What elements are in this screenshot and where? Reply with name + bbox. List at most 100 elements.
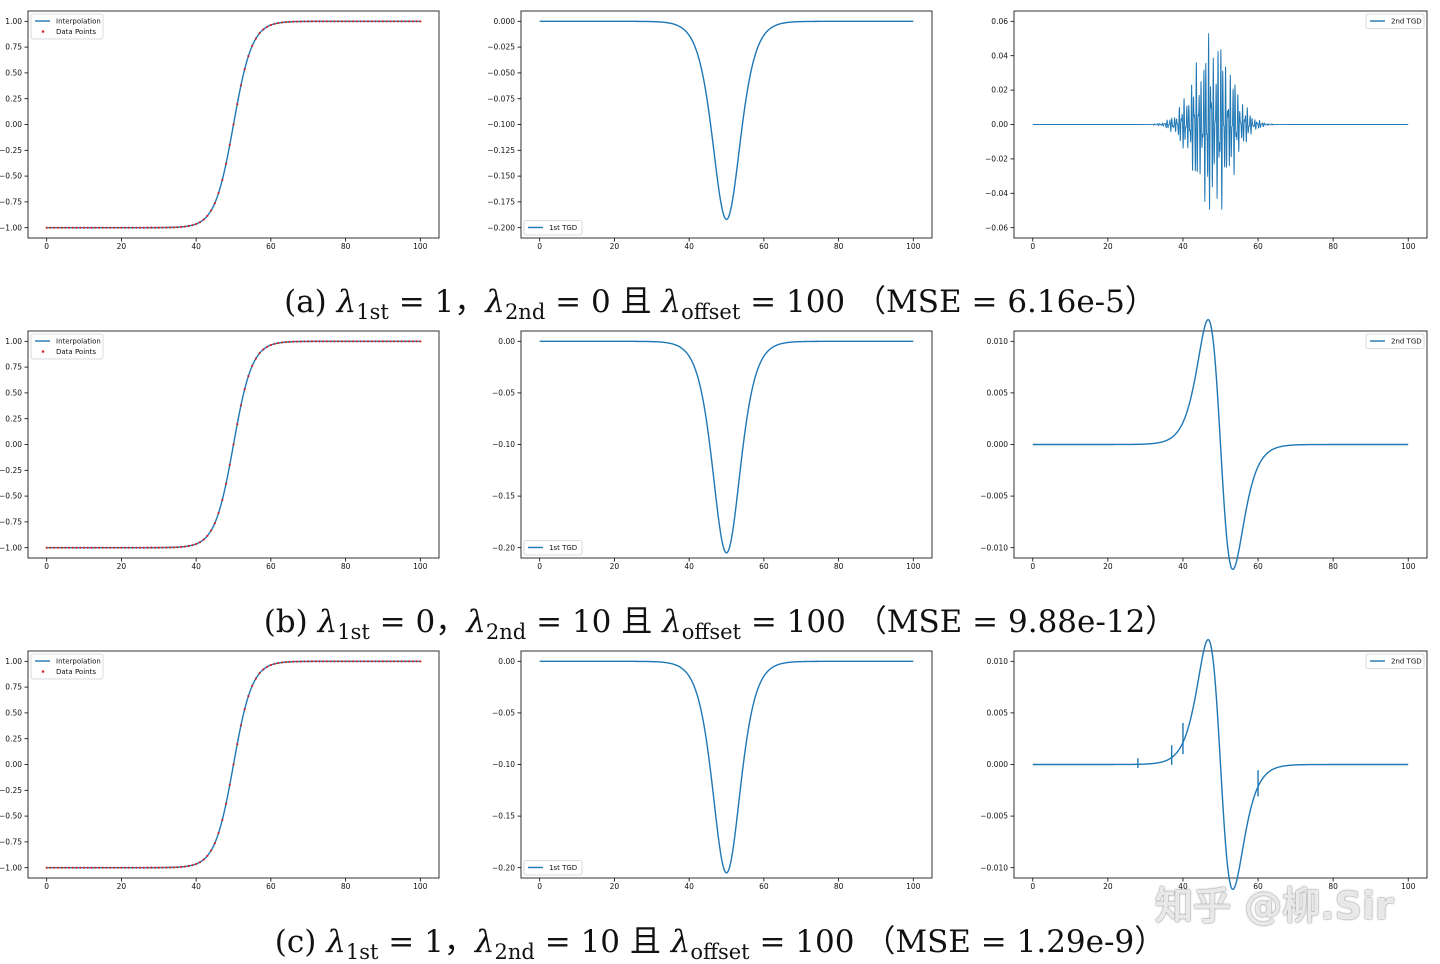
legend-box: [1365, 333, 1425, 349]
caption-b-lo: 100: [786, 604, 846, 640]
x-tick-label: 100: [906, 882, 921, 891]
x-tick-label: 80: [341, 562, 351, 571]
data-point: [325, 20, 329, 23]
y-tick-label: 1.00: [5, 337, 22, 346]
y-tick-label: 0.75: [5, 43, 22, 52]
data-point: [157, 546, 160, 549]
data-point: [288, 340, 291, 343]
data-point: [105, 866, 108, 869]
data-point: [116, 226, 119, 229]
y-tick-label: −0.010: [980, 863, 1008, 872]
data-point: [400, 660, 403, 663]
caption-c-l1: 1: [424, 924, 444, 960]
data-point: [251, 364, 254, 368]
y-tick-label: 0.00: [5, 760, 22, 769]
caption-a-mse: 6.16e-5: [1007, 284, 1125, 320]
data-point: [228, 463, 231, 466]
data-point: [243, 707, 246, 711]
data-point: [288, 20, 291, 23]
data-point: [49, 226, 52, 229]
data-point: [258, 672, 261, 675]
data-point: [142, 546, 145, 549]
x-tick-label: 0: [537, 242, 542, 251]
x-tick-label: 20: [117, 882, 127, 891]
x-tick-label: 60: [266, 242, 276, 251]
data-point: [138, 546, 142, 549]
data-point: [180, 865, 183, 869]
caption-b-l2: 10: [571, 604, 612, 640]
data-point: [183, 865, 187, 868]
data-point: [109, 226, 112, 229]
data-point: [381, 660, 385, 663]
data-point: [359, 20, 362, 23]
data-point: [224, 482, 228, 485]
legend: 1st TGD: [523, 860, 583, 876]
data-point: [344, 660, 347, 663]
data-point: [292, 660, 295, 663]
data-point: [396, 340, 399, 343]
chart-c-2nd: 0 20 40 60 80 100 0.010 0.005 0.000 −0.005 −0.010 2…: [980, 638, 1428, 891]
data-point: [262, 28, 265, 31]
data-point: [94, 866, 97, 869]
x-tick-label: 20: [117, 242, 127, 251]
x-tick-label: 20: [610, 882, 620, 891]
data-point: [105, 226, 108, 229]
y-tick-label: −0.50: [0, 172, 22, 181]
plot-frame: [520, 10, 933, 239]
chart-c-1st: 0 20 40 60 80 100 0.00 −0.05 −0.10 −0.15 −0.20 1st …: [492, 650, 933, 891]
y-tick-label: −0.05: [492, 709, 515, 718]
legend-entry: 1st TGD: [549, 544, 577, 552]
data-point: [232, 763, 235, 766]
data-point: [348, 340, 351, 343]
y-tick-label: −0.15: [492, 812, 515, 821]
data-point: [138, 226, 142, 229]
data-point: [68, 546, 71, 549]
x-tick-label: 0: [1030, 882, 1035, 891]
y-tick-label: −0.100: [487, 120, 515, 129]
data-point: [60, 866, 63, 869]
data-point: [71, 546, 74, 549]
data-point: [329, 20, 332, 23]
data-point: [370, 340, 373, 343]
data-point: [370, 660, 373, 663]
data-point: [191, 224, 194, 227]
y-tick-label: 0.00: [991, 120, 1008, 129]
y-tick-label: 0.000: [987, 440, 1009, 449]
y-tick-label: −0.75: [0, 517, 22, 526]
x-tick-label: 60: [266, 882, 276, 891]
data-point: [135, 546, 138, 549]
data-point: [124, 546, 127, 549]
y-tick-label: −0.05: [492, 389, 515, 398]
data-point: [116, 866, 119, 869]
data-point: [273, 22, 276, 25]
data-point: [247, 374, 250, 378]
data-point: [236, 103, 239, 106]
data-point: [153, 226, 157, 229]
data-point: [355, 340, 358, 343]
data-point: [90, 226, 93, 229]
legend-entry: 1st TGD: [549, 864, 577, 872]
data-point: [366, 340, 370, 343]
x-tick-label: 60: [759, 242, 769, 251]
caption-a-l1: 1: [434, 284, 455, 320]
data-point: [247, 694, 250, 698]
data-point: [322, 660, 325, 663]
data-point: [236, 743, 239, 746]
data-point: [172, 226, 175, 229]
data-point: [411, 340, 414, 343]
data-point: [60, 546, 63, 549]
data-point: [75, 226, 78, 229]
data-point: [374, 660, 377, 663]
x-tick-label: 0: [1030, 562, 1035, 571]
legend-marker: [41, 350, 45, 353]
data-point: [146, 546, 149, 549]
data-point: [366, 20, 370, 23]
x-tick-label: 80: [341, 882, 351, 891]
watermark: 知乎 @柳.Sir: [1155, 884, 1394, 928]
data-point: [127, 866, 130, 869]
x-tick-label: 40: [1178, 882, 1188, 891]
caption-c-l2: 10: [580, 924, 621, 960]
plot-frame: [520, 330, 933, 559]
legend-entry: Data Points: [56, 348, 96, 356]
data-point: [385, 660, 388, 663]
